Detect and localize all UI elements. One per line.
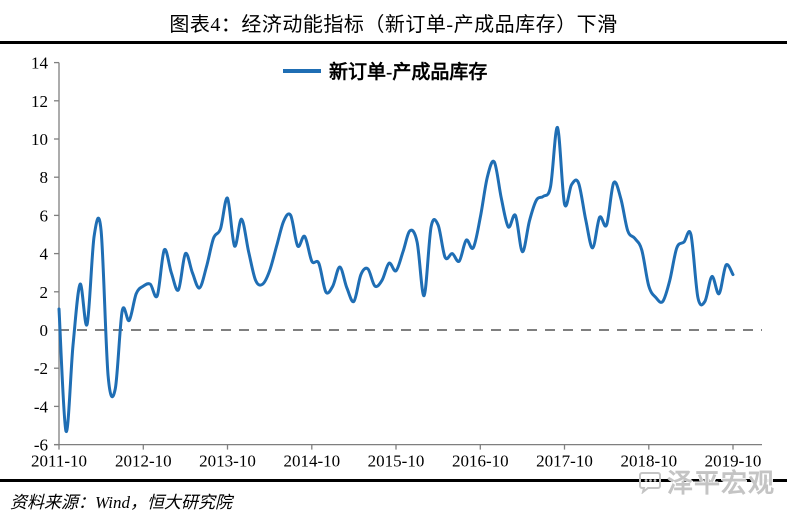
x-tick-label: 2018-10	[620, 452, 677, 471]
title-divider	[0, 41, 787, 44]
y-tick-label: -4	[34, 397, 49, 416]
y-tick-label: -6	[34, 436, 48, 455]
y-tick-label: 14	[31, 54, 49, 73]
y-tick-label: 6	[40, 206, 49, 225]
chat-bubble-icon	[638, 470, 662, 495]
y-tick-label: 2	[40, 283, 49, 302]
series-line	[57, 125, 735, 433]
y-tick-label: 12	[31, 92, 48, 111]
y-tick-label: 10	[31, 130, 48, 149]
x-tick-label: 2019-10	[705, 452, 762, 471]
x-tick-label: 2013-10	[199, 452, 256, 471]
watermark-text: 泽平宏观	[666, 469, 775, 498]
x-tick-label: 2012-10	[115, 452, 172, 471]
x-tick-label: 2015-10	[368, 452, 425, 471]
x-tick-label: 2017-10	[536, 452, 593, 471]
x-tick-label: 2016-10	[452, 452, 509, 471]
x-tick-label: 2011-10	[31, 452, 87, 471]
footer-divider	[0, 479, 787, 482]
legend-label: 新订单-产成品库存	[329, 60, 487, 83]
x-tick-label: 2014-10	[283, 452, 340, 471]
y-tick-label: 8	[40, 168, 49, 187]
source-note: 资料来源：Wind，恒大研究院	[10, 493, 232, 512]
y-tick-label: -2	[34, 359, 48, 378]
y-tick-label: 0	[40, 321, 49, 340]
chart-title: 图表4：经济动能指标（新订单-产成品库存）下滑	[169, 14, 618, 36]
y-tick-label: 4	[40, 245, 49, 264]
watermark: 泽平宏观	[638, 463, 775, 500]
